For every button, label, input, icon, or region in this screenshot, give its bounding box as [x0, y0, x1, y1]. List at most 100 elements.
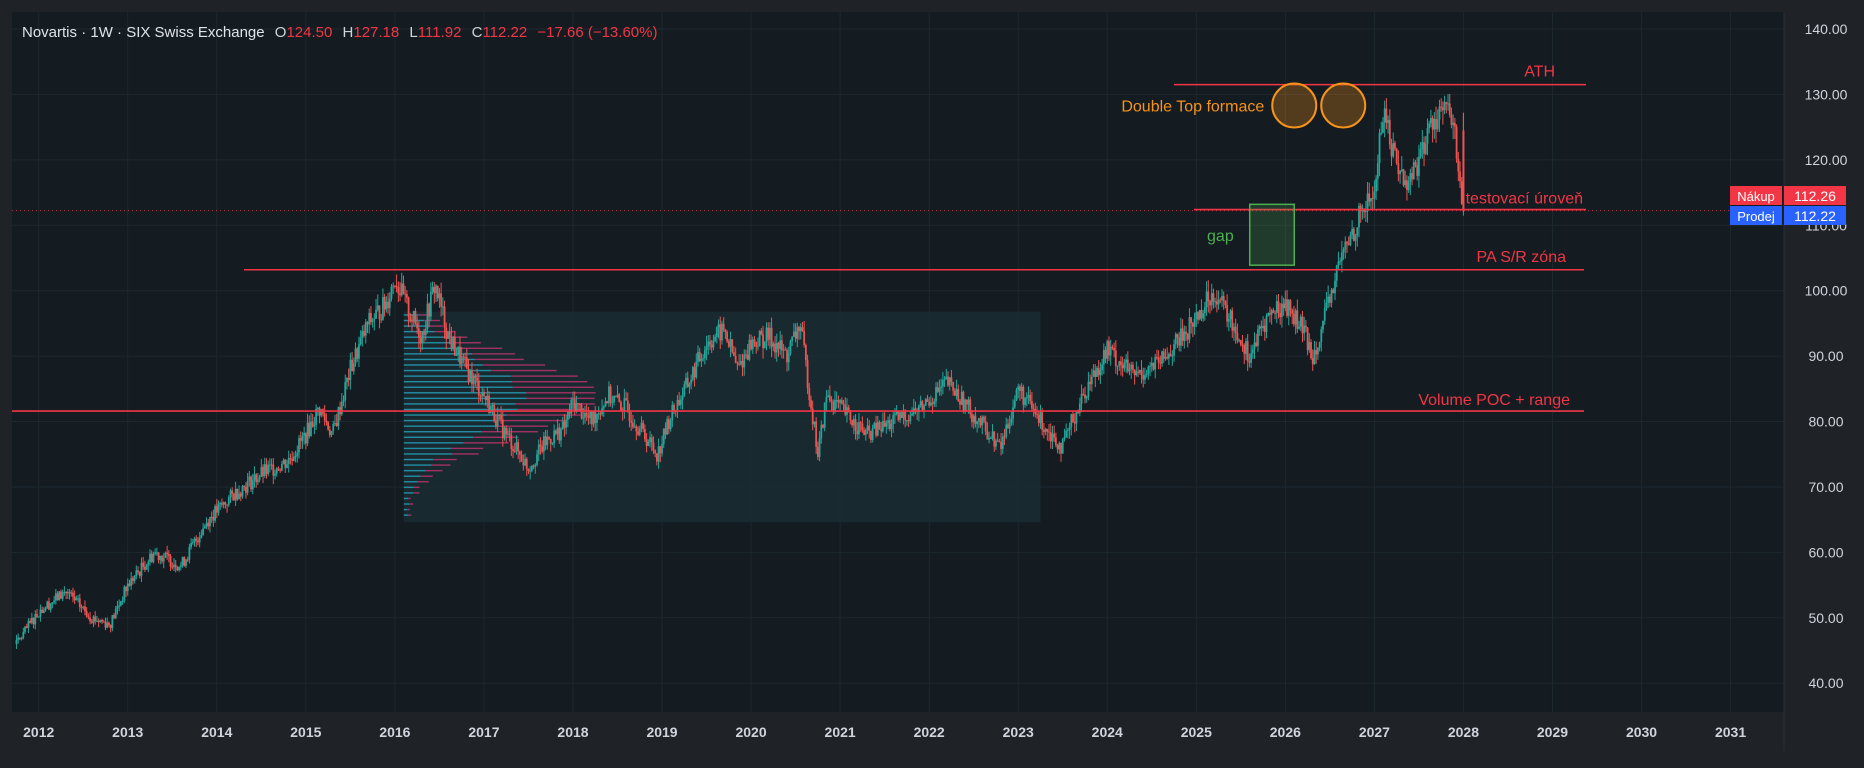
candle-body	[1123, 362, 1126, 369]
price-tags-layer[interactable]: Nákup 112.26 Prodej 112.22	[1730, 186, 1846, 225]
candle-body	[883, 420, 886, 427]
candle-body	[1352, 228, 1355, 241]
candle-body	[1128, 369, 1131, 372]
candle-body	[534, 464, 537, 467]
x-tick-label: 2023	[1003, 724, 1034, 740]
candle-body	[1147, 366, 1150, 374]
candle-body	[248, 476, 251, 481]
candle-body	[849, 411, 852, 421]
candle-body	[926, 399, 929, 402]
candle-body	[681, 395, 684, 400]
ask-tag-label-box[interactable]	[1730, 206, 1782, 225]
candle-body	[303, 433, 306, 436]
candle-body	[989, 437, 992, 439]
candle-body	[1376, 163, 1379, 179]
candle-body	[928, 401, 931, 406]
candle-body	[1222, 295, 1225, 301]
candle-body	[416, 323, 419, 329]
candle-body	[683, 384, 686, 396]
candle-body	[554, 430, 557, 434]
candle-body	[126, 583, 129, 592]
candle-body	[443, 306, 446, 328]
candle-body	[1084, 394, 1086, 399]
candle-body	[786, 349, 788, 363]
candle-body	[1337, 261, 1340, 266]
candle-body	[519, 451, 521, 455]
candle-body	[358, 344, 360, 359]
candle-body	[1298, 326, 1300, 329]
double-top-label: Double Top formace	[1121, 99, 1264, 116]
volume-range-layer	[403, 311, 1041, 523]
candle-body	[1149, 365, 1151, 367]
candle-body	[983, 416, 985, 422]
candle-body	[882, 420, 884, 432]
candle-body	[524, 458, 526, 466]
candle-body	[1195, 312, 1198, 319]
double-top-circle[interactable]	[1320, 82, 1367, 129]
candle-body	[250, 476, 252, 490]
candle-body	[609, 386, 612, 403]
candle-body	[1277, 301, 1280, 314]
symbol-legend[interactable]: Novartis · 1W · SIX Swiss Exchange O124.…	[22, 24, 657, 41]
candle-body	[1383, 108, 1386, 123]
candle-body	[388, 298, 391, 309]
candle-body	[1042, 429, 1045, 432]
ask-tag-value-box[interactable]	[1784, 206, 1846, 225]
candle-body	[721, 323, 723, 341]
double-top-circle[interactable]	[1271, 82, 1318, 129]
candle-body	[253, 474, 256, 481]
candle-body	[1455, 126, 1458, 159]
candle-body	[1459, 171, 1461, 182]
candle-body	[671, 404, 674, 421]
candle-body	[1080, 393, 1083, 404]
candle-body	[714, 336, 717, 341]
candle-body	[1003, 436, 1006, 438]
candle-body	[154, 552, 157, 554]
candle-body	[207, 522, 210, 527]
candle-body	[921, 401, 924, 410]
candle-body	[251, 480, 254, 490]
volume-bar-down	[526, 397, 595, 400]
interval-label[interactable]: 1W	[90, 24, 113, 41]
candle-body	[1424, 143, 1427, 154]
candle-body	[907, 420, 910, 422]
candle-body	[1332, 289, 1335, 294]
low-value: 111.92	[417, 24, 462, 41]
candle-body	[429, 291, 432, 317]
candle-body	[866, 425, 869, 431]
volume-bar-up	[403, 481, 418, 483]
candle-body	[1070, 414, 1073, 427]
gap-box[interactable]	[1248, 203, 1296, 266]
open-label: O	[274, 24, 287, 41]
candle-body	[159, 555, 162, 560]
candle-body	[570, 399, 573, 414]
candle-body	[474, 376, 477, 378]
candle-body	[827, 395, 830, 398]
candle-body	[1051, 433, 1054, 442]
candle-body	[289, 458, 292, 460]
candle-body	[955, 389, 958, 396]
candle-body	[965, 399, 968, 405]
candle-body	[1181, 328, 1184, 341]
candle-body	[1441, 107, 1444, 111]
volume-bar-up	[403, 364, 483, 366]
bid-tag-value-box[interactable]	[1784, 186, 1846, 205]
volume-bar-down	[463, 442, 509, 444]
candle-body	[1116, 365, 1119, 367]
candle-body	[1296, 310, 1299, 329]
volume-bar-up	[403, 508, 408, 511]
candle-body	[387, 301, 389, 309]
symbol-name[interactable]: Novartis	[22, 24, 78, 41]
candle-body	[707, 341, 710, 347]
volume-bar-up	[403, 414, 507, 416]
candle-body	[1257, 329, 1259, 346]
candle-body	[1286, 299, 1288, 316]
candle-body	[988, 438, 991, 440]
candle-body	[1015, 389, 1018, 401]
candle-body	[542, 436, 545, 452]
candle-body	[870, 430, 872, 441]
candle-body	[1400, 169, 1403, 171]
bid-tag-label-box[interactable]	[1730, 186, 1782, 205]
